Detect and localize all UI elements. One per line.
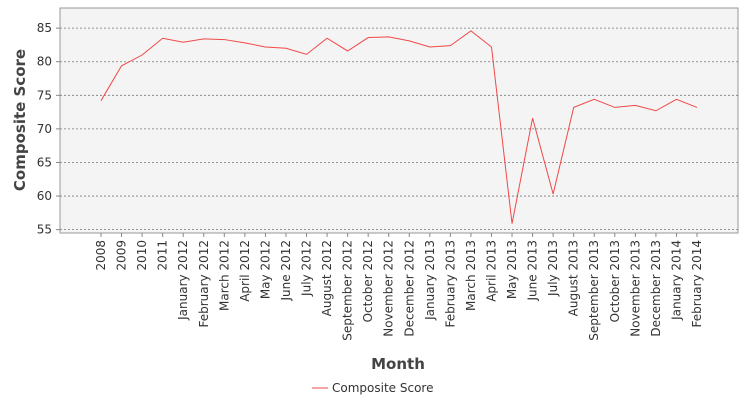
y-tick-label: 65: [37, 155, 52, 169]
y-tick-label: 75: [37, 88, 52, 102]
x-tick-label: March 2012: [217, 240, 231, 311]
x-tick-label: January 2012: [176, 240, 190, 321]
x-tick-label: 2009: [115, 240, 129, 271]
x-tick-label: May 2012: [258, 240, 272, 299]
x-tick-label: 2008: [94, 240, 108, 271]
legend-label: Composite Score: [332, 381, 433, 395]
y-tick-label: 70: [37, 122, 52, 136]
x-tick-label: January 2013: [423, 240, 437, 321]
x-tick-label: July 2012: [300, 240, 314, 297]
x-tick-label: February 2013: [443, 240, 457, 328]
x-tick-label: June 2012: [279, 240, 293, 302]
y-tick-label: 80: [37, 55, 52, 69]
x-tick-label: April 2013: [484, 240, 498, 302]
x-tick-label: September 2013: [587, 240, 601, 341]
y-tick-label: 60: [37, 189, 52, 203]
x-tick-label: October 2012: [361, 240, 375, 322]
y-tick-label: 85: [37, 21, 52, 35]
x-tick-label: October 2013: [608, 240, 622, 322]
x-tick-label: June 2013: [526, 240, 540, 302]
x-tick-label: January 2014: [669, 240, 683, 321]
y-axis-title: Composite Score: [11, 49, 29, 191]
x-tick-label: 2010: [135, 240, 149, 271]
x-tick-label: 2011: [156, 240, 170, 271]
x-tick-label: May 2013: [505, 240, 519, 299]
x-tick-label: July 2013: [546, 240, 560, 297]
x-tick-label: November 2013: [628, 240, 642, 337]
x-tick-label: August 2013: [567, 240, 581, 316]
x-tick-label: December 2013: [649, 240, 663, 337]
x-axis-title: Month: [371, 355, 425, 373]
plot-area: [59, 7, 739, 234]
x-tick-label: December 2012: [402, 240, 416, 337]
x-tick-label: August 2012: [320, 240, 334, 316]
x-tick-label: February 2012: [197, 240, 211, 328]
data-line: [100, 30, 698, 224]
x-tick-label: September 2012: [341, 240, 355, 341]
x-tick-label: November 2012: [382, 240, 396, 337]
x-tick-label: February 2014: [690, 240, 704, 328]
y-tick-label: 55: [37, 223, 52, 237]
x-tick-label: April 2012: [238, 240, 252, 302]
x-tick-label: March 2013: [464, 240, 478, 311]
